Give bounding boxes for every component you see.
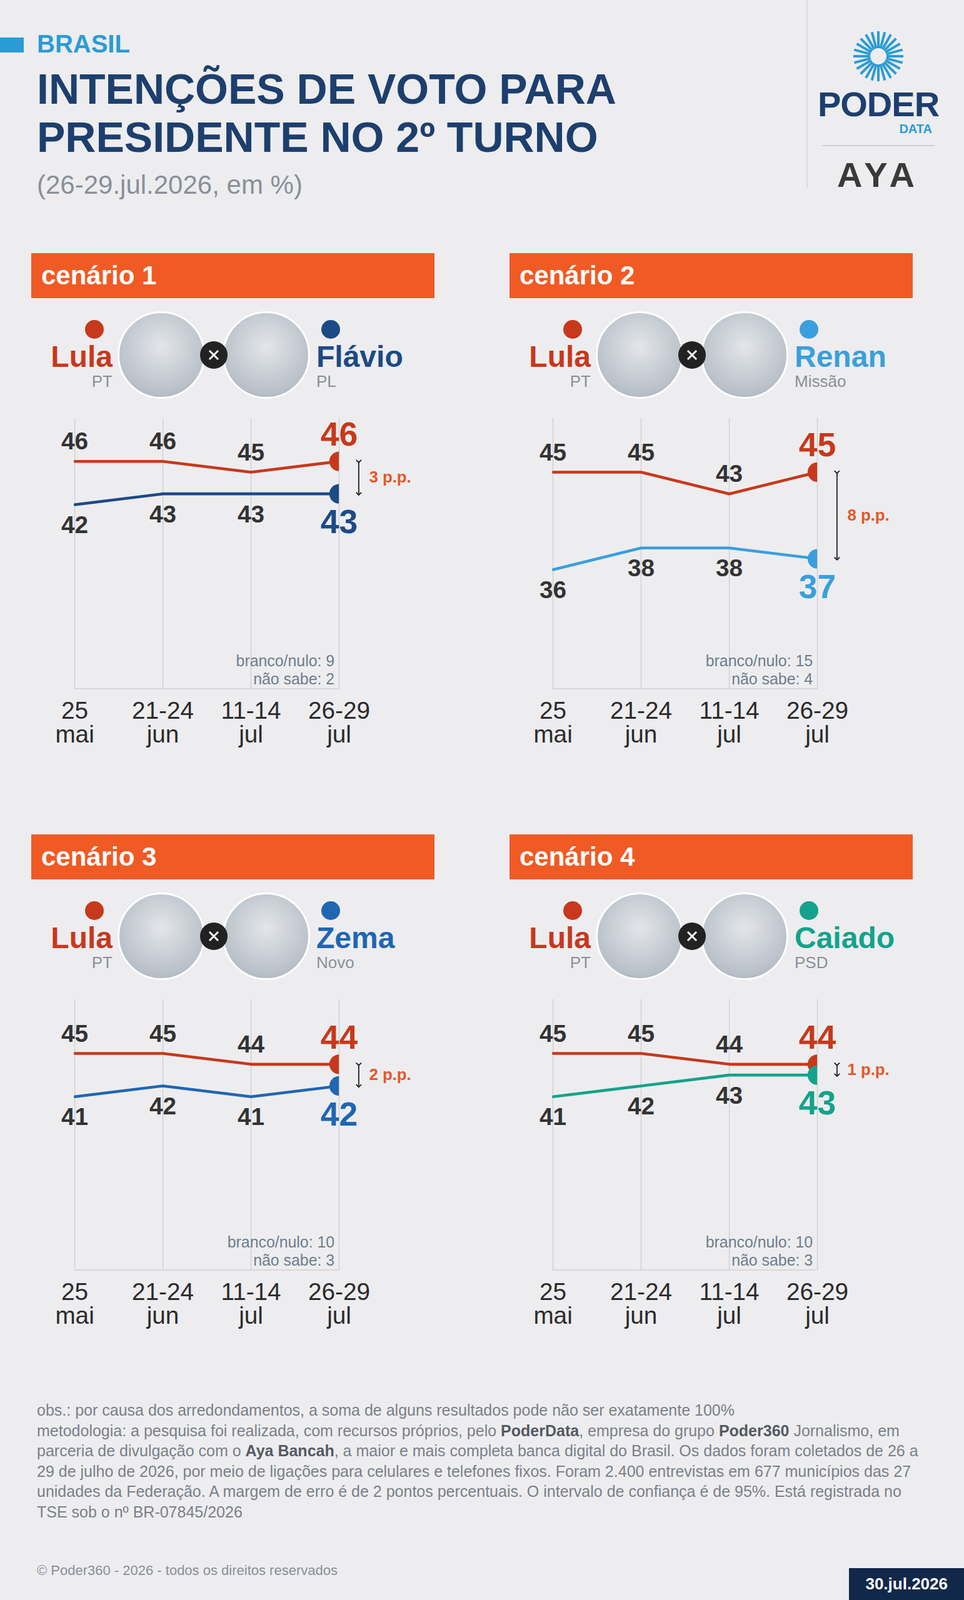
html-text:cenário 3: cenário 3	[41, 842, 157, 872]
svg-text:44: 44	[320, 1019, 359, 1056]
svg-text:11-14jul: 11-14jul	[698, 697, 759, 749]
html-text:PL: PL	[316, 371, 337, 391]
svg-text:45: 45	[627, 438, 655, 466]
html-text:Lula: Lula	[50, 921, 113, 955]
svg-text:46: 46	[61, 427, 89, 455]
svg-text:25mai: 25mai	[533, 1278, 573, 1330]
svg-text:43: 43	[149, 500, 177, 528]
svg-text:26-29jul: 26-29jul	[308, 697, 371, 749]
svg-text:45: 45	[539, 1020, 567, 1048]
html-text:PSD: PSD	[794, 953, 829, 973]
svg-text:45: 45	[237, 438, 265, 466]
svg-text:21-24jun: 21-24jun	[610, 1278, 673, 1330]
html-text:PODER: PODER	[817, 84, 940, 124]
html-text:Missão: Missão	[794, 371, 847, 391]
svg-text:branco/nulo: 9não sabe: 2: branco/nulo: 9não sabe: 2	[236, 652, 336, 688]
html-text:PT: PT	[91, 953, 113, 973]
svg-text:43: 43	[320, 503, 358, 541]
html-text:AYA: AYA	[837, 155, 920, 195]
html-text:(26-29.jul.2026, em %): (26-29.jul.2026, em %)	[36, 170, 303, 200]
svg-text:45: 45	[149, 1020, 177, 1048]
html-text:INTENÇÕES DE VOTO PARA PRESIDE: INTENÇÕES DE VOTO PARA PRESIDENTE NO 2º …	[36, 65, 615, 161]
svg-text:25mai: 25mai	[55, 1278, 94, 1330]
html-text:Lula: Lula	[529, 921, 591, 955]
svg-text:branco/nulo: 15não sabe: 4: branco/nulo: 15não sabe: 4	[705, 652, 814, 688]
svg-text:37: 37	[798, 568, 836, 606]
svg-text:42: 42	[149, 1092, 177, 1120]
svg-text:41: 41	[61, 1103, 89, 1131]
svg-text:26-29jul: 26-29jul	[786, 697, 849, 749]
svg-text:43: 43	[237, 500, 265, 528]
html-text:cenário 2: cenário 2	[519, 260, 635, 291]
html-text:PT: PT	[91, 371, 113, 391]
svg-text:43: 43	[798, 1084, 836, 1122]
svg-text:25mai: 25mai	[55, 697, 94, 749]
svg-text:44: 44	[237, 1030, 266, 1058]
html-text:cenário 4: cenário 4	[519, 842, 635, 872]
svg-text:43: 43	[715, 1082, 743, 1110]
html-text:BRASIL: BRASIL	[36, 30, 130, 58]
svg-text:branco/nulo: 10não sabe: 3: branco/nulo: 10não sabe: 3	[705, 1233, 813, 1270]
svg-text:45: 45	[61, 1020, 89, 1048]
html-text:PT: PT	[570, 953, 591, 973]
html-text:Flávio: Flávio	[316, 339, 404, 373]
html-text:Renan: Renan	[794, 339, 887, 373]
svg-text:21-24jun: 21-24jun	[131, 697, 194, 749]
html-text:DATA: DATA	[899, 121, 933, 136]
svg-text:42: 42	[627, 1092, 655, 1120]
html-text:Caiado: Caiado	[794, 921, 895, 955]
svg-text:42: 42	[61, 511, 89, 539]
html-text:© Poder360 - 2026 - todos os d: © Poder360 - 2026 - todos os direitos re…	[36, 1562, 338, 1579]
svg-text:36: 36	[539, 576, 567, 604]
svg-text:38: 38	[627, 554, 655, 582]
svg-text:38: 38	[715, 554, 743, 582]
html-text:Zema: Zema	[316, 921, 395, 955]
svg-text:2 p.p.: 2 p.p.	[368, 1065, 411, 1084]
svg-text:45: 45	[539, 438, 567, 466]
html-text:30.jul.2026: 30.jul.2026	[865, 1574, 948, 1594]
svg-text:11-14jul: 11-14jul	[698, 1278, 759, 1330]
html-text:Lula: Lula	[50, 339, 113, 373]
html-text:Lula: Lula	[529, 339, 591, 373]
html-text:cenário 1: cenário 1	[41, 260, 157, 291]
svg-text:11-14jul: 11-14jul	[220, 1278, 281, 1330]
svg-text:44: 44	[798, 1019, 837, 1056]
svg-text:branco/nulo: 10não sabe: 3: branco/nulo: 10não sabe: 3	[227, 1233, 335, 1270]
html-text:metodologia: a pesquisa foi re: metodologia: a pesquisa foi realizada, c…	[36, 1421, 919, 1521]
html-text:PT: PT	[570, 371, 591, 391]
svg-text:26-29jul: 26-29jul	[786, 1278, 849, 1330]
svg-text:46: 46	[320, 415, 358, 453]
svg-text:11-14jul: 11-14jul	[220, 697, 281, 749]
svg-text:45: 45	[627, 1020, 655, 1048]
svg-text:1 p.p.: 1 p.p.	[847, 1060, 889, 1079]
svg-text:21-24jun: 21-24jun	[131, 1278, 194, 1330]
svg-text:25mai: 25mai	[533, 697, 573, 749]
svg-text:42: 42	[320, 1095, 358, 1133]
svg-text:21-24jun: 21-24jun	[610, 697, 673, 749]
svg-text:8 p.p.: 8 p.p.	[847, 506, 889, 524]
html-text:obs.: por causa dos arredondam: obs.: por causa dos arredondamentos, a s…	[36, 1401, 735, 1420]
svg-text:44: 44	[715, 1030, 744, 1058]
svg-text:3 p.p.: 3 p.p.	[368, 468, 411, 486]
svg-text:41: 41	[237, 1103, 265, 1131]
svg-text:43: 43	[715, 460, 743, 488]
svg-text:46: 46	[149, 427, 177, 455]
svg-text:45: 45	[798, 426, 836, 464]
svg-text:26-29jul: 26-29jul	[308, 1278, 371, 1330]
html-text:Novo: Novo	[316, 953, 355, 973]
svg-text:41: 41	[539, 1103, 567, 1131]
